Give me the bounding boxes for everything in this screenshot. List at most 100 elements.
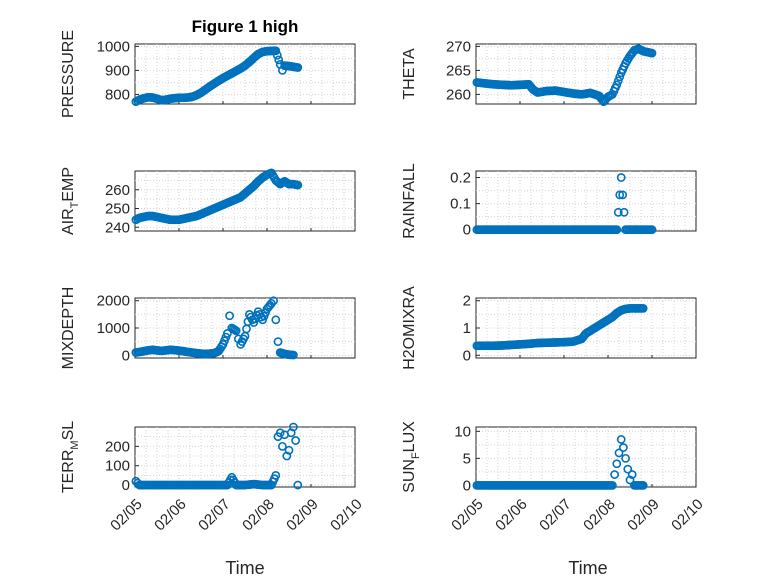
series-air_temp (131, 168, 303, 225)
series-terr_msl (131, 422, 303, 490)
y-tick-label: 260 (446, 86, 471, 103)
subplot-pressure: 800 900 1000 PRESSURE (60, 30, 356, 118)
data-point (273, 337, 283, 347)
x-tick-label: 02/06 (151, 496, 190, 535)
y-tick-label: 1 (463, 320, 471, 337)
subplot-rainfall: 0 0.1 0.2 RAINFALL (401, 163, 697, 239)
data-point (608, 480, 617, 490)
y-tick-label: 0 (463, 222, 471, 239)
series-mixdepth (131, 296, 298, 360)
data-point (225, 311, 234, 321)
y-tick-label: 240 (105, 219, 130, 236)
y-tick-label: 5 (463, 450, 471, 467)
data-point (284, 445, 294, 455)
x-tick-label: 02/09 (624, 496, 663, 535)
y-tick-label: 1000 (97, 320, 130, 337)
x-tick-label: 02/06 (492, 496, 531, 535)
y-tick-label: 270 (446, 38, 471, 55)
y-axis-label: H2OMIXRA (401, 286, 418, 370)
data-point (291, 436, 300, 445)
subplot-terr_msl: 0 100 200 02/05 02/06 02/07 02/08 02/09 02/10 TER… (60, 421, 366, 535)
x-tick-label: 02/08 (580, 496, 619, 535)
y-tick-label: 0 (463, 347, 471, 364)
data-point (612, 459, 622, 469)
data-point (288, 422, 298, 432)
series-pressure (131, 46, 303, 106)
y-axis-label: THETA (401, 48, 418, 100)
data-point (618, 190, 628, 200)
data-point (619, 207, 629, 217)
data-point (613, 207, 623, 217)
subplot-mixdepth: 0 1000 2000 MIXDEPTH (60, 287, 356, 370)
subplot-theta: 260 265 270 THETA (401, 38, 697, 106)
series-theta (472, 44, 657, 106)
data-point (293, 480, 303, 490)
x-tick-label: 02/07 (536, 496, 575, 535)
y-axis-label: SUNFLUX (401, 421, 422, 493)
data-point (610, 470, 619, 479)
data-point (613, 76, 623, 86)
data-point (274, 55, 284, 65)
y-tick-label: 200 (105, 438, 130, 455)
data-point (619, 443, 628, 452)
y-tick-label: 1000 (97, 38, 130, 55)
data-point (271, 315, 281, 325)
data-point (612, 80, 622, 90)
y-tick-label: 900 (105, 62, 130, 79)
data-point (647, 48, 657, 58)
data-point (623, 464, 633, 474)
data-point (647, 225, 657, 235)
x-tick-label: 02/09 (283, 496, 322, 535)
y-axis-label: RAINFALL (401, 163, 418, 239)
x-tick-label: 02/05 (448, 496, 487, 535)
data-point (627, 470, 637, 479)
y-tick-label: 2000 (97, 293, 130, 310)
data-point (272, 50, 282, 60)
y-tick-label: 250 (105, 201, 130, 218)
y-tick-label: 260 (105, 182, 130, 199)
series-h2omixra (472, 303, 648, 351)
x-tick-label: 02/10 (668, 496, 707, 535)
data-point (612, 225, 622, 235)
data-point (275, 428, 285, 438)
y-tick-label: 2 (463, 293, 471, 310)
y-tick-label: 0 (463, 477, 471, 494)
y-tick-label: 800 (105, 86, 130, 103)
y-axis-label: PRESSURE (60, 30, 77, 118)
x-tick-label: 02/07 (195, 496, 234, 535)
data-point (616, 435, 626, 444)
data-point (288, 350, 298, 360)
series-sun_flux (472, 435, 648, 490)
data-point (638, 480, 648, 490)
data-point (614, 448, 624, 458)
x-tick-label: 02/10 (327, 496, 366, 535)
data-point (269, 296, 278, 306)
data-point (277, 441, 287, 451)
data-point (293, 180, 303, 190)
x-axis-label-right: Time (568, 558, 607, 578)
y-tick-label: 0 (122, 477, 130, 494)
x-tick-label: 02/08 (239, 496, 278, 535)
y-tick-label: 10 (454, 423, 471, 440)
data-point (271, 46, 281, 56)
y-tick-label: 265 (446, 62, 471, 79)
data-point (231, 326, 241, 336)
data-point (621, 453, 630, 463)
data-point (616, 173, 626, 182)
data-point (615, 190, 625, 200)
y-axis-label: TERRMSL (60, 421, 81, 493)
subplot-sun_flux: 0 5 10 02/05 02/06 02/07 02/08 02/09 02/10 SUNFLU… (401, 421, 707, 534)
data-point (271, 470, 281, 480)
subplot-h2omixra: 0 1 2 H2OMIXRA (401, 286, 697, 370)
y-tick-label: 100 (105, 458, 130, 475)
x-tick-label: 02/05 (107, 496, 146, 535)
y-axis-label: AIRTEMP (60, 167, 81, 235)
data-point (625, 475, 635, 485)
data-point (222, 329, 232, 338)
y-tick-label: 0.1 (450, 196, 471, 213)
y-tick-label: 0.2 (450, 170, 471, 187)
y-axis-label: MIXDEPTH (60, 287, 77, 370)
data-point (638, 303, 648, 313)
